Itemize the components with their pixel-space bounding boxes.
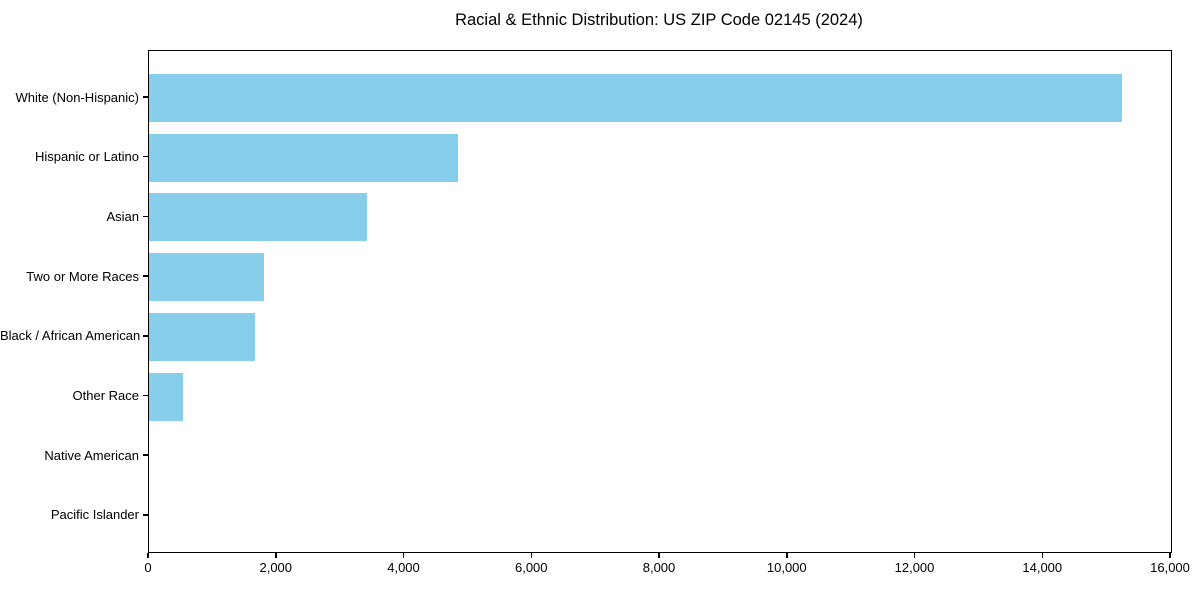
bar-other-race bbox=[149, 372, 183, 421]
y-tick-label: Two or More Races bbox=[26, 268, 139, 284]
chart-title: Racial & Ethnic Distribution: US ZIP Cod… bbox=[455, 11, 863, 29]
y-tick-mark bbox=[143, 394, 148, 397]
plot-area bbox=[148, 50, 1172, 553]
x-tick-mark bbox=[786, 552, 788, 558]
x-tick-label: 16,000 bbox=[1150, 560, 1190, 575]
bar-two-or-more-races bbox=[149, 253, 264, 302]
x-tick-mark bbox=[1169, 552, 1171, 558]
y-tick-label: White (Non-Hispanic) bbox=[15, 89, 139, 105]
bar-black-african-american bbox=[149, 312, 256, 361]
y-tick-mark bbox=[143, 215, 148, 218]
x-tick-label: 10,000 bbox=[766, 560, 807, 575]
y-tick-label: Hispanic or Latino bbox=[34, 149, 139, 165]
y-tick-mark bbox=[143, 335, 148, 337]
y-tick-mark bbox=[143, 155, 148, 158]
x-tick-label: 4,000 bbox=[387, 560, 420, 575]
x-tick-label: 12,000 bbox=[894, 560, 935, 575]
y-tick-label: Native American bbox=[44, 447, 139, 463]
x-tick-mark bbox=[913, 552, 916, 558]
y-tick-mark bbox=[143, 514, 148, 516]
y-tick-label: Pacific Islander bbox=[50, 507, 139, 523]
y-tick-label: Other Race bbox=[72, 388, 139, 403]
y-tick-label: Black / African American bbox=[0, 328, 141, 344]
x-tick-label: 2,000 bbox=[259, 560, 293, 575]
x-tick-label: 8,000 bbox=[642, 560, 676, 575]
y-tick-mark bbox=[143, 275, 148, 277]
x-tick-label: 0 bbox=[144, 560, 152, 575]
y-tick-label: Asian bbox=[106, 208, 139, 224]
x-tick-mark bbox=[147, 552, 149, 558]
x-tick-mark bbox=[1041, 552, 1043, 558]
x-tick-label: 14,000 bbox=[1022, 560, 1063, 575]
bar-asian bbox=[149, 193, 368, 242]
y-tick-mark bbox=[143, 96, 148, 98]
bar-hispanic-or-latino bbox=[149, 133, 458, 182]
y-tick-mark bbox=[143, 454, 148, 456]
x-tick-mark bbox=[275, 552, 277, 558]
x-tick-mark bbox=[530, 552, 532, 558]
bar-white-non-hispanic bbox=[149, 74, 1122, 122]
x-tick-mark bbox=[402, 552, 405, 558]
x-tick-mark bbox=[658, 552, 660, 558]
x-tick-label: 6,000 bbox=[514, 560, 548, 575]
